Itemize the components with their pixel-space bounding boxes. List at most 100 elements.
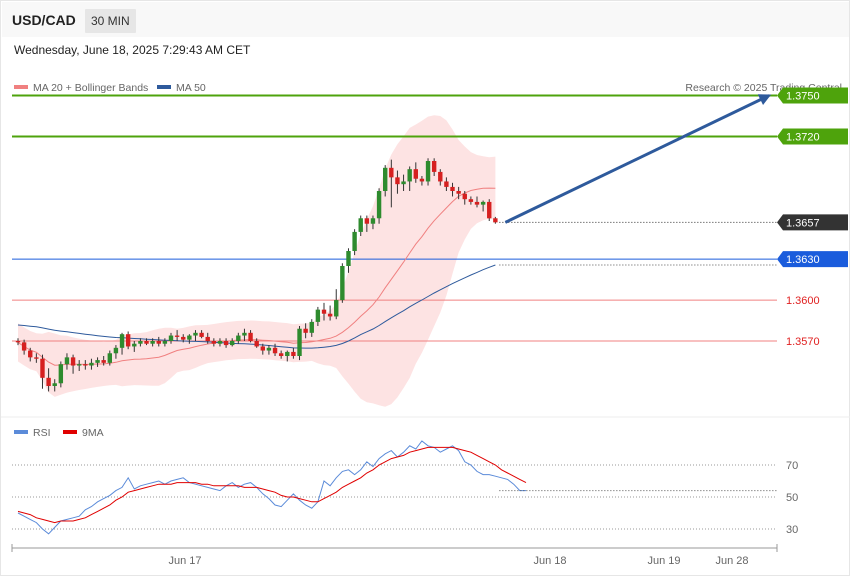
candle-body <box>223 341 229 346</box>
chart-header: USD/CAD 30 MIN <box>2 2 849 37</box>
level-tag: 1.3630 <box>777 251 848 268</box>
candle-body <box>95 360 100 363</box>
rsi-ma9-line <box>17 446 527 524</box>
candle <box>230 338 235 347</box>
candle-body <box>462 193 467 200</box>
candle-body <box>193 332 198 336</box>
candle-body <box>119 334 125 348</box>
candle <box>285 350 290 362</box>
candle <box>168 332 174 344</box>
candle <box>297 326 302 361</box>
candle <box>21 339 27 355</box>
level-label: 1.3600 <box>786 295 820 307</box>
level-tag: 1.3750 <box>777 87 848 104</box>
candle <box>389 159 394 208</box>
rsi-tick-label: 70 <box>786 460 798 472</box>
candle-body <box>28 350 33 358</box>
candle <box>58 361 64 388</box>
candle-body <box>101 360 106 363</box>
rsi-line <box>17 440 526 535</box>
candle <box>260 343 265 355</box>
candle <box>242 328 247 341</box>
candle <box>303 323 308 339</box>
candle-body <box>77 364 82 366</box>
candle <box>266 345 272 355</box>
candle-body <box>334 300 339 317</box>
x-axis-label: Jun 19 <box>647 555 680 567</box>
candle <box>450 182 455 197</box>
candle-body <box>389 167 394 178</box>
forecast-arrow <box>504 94 772 224</box>
candle <box>101 356 106 366</box>
candle <box>419 176 425 186</box>
candle <box>107 350 112 366</box>
candle-body <box>156 341 161 344</box>
candle-body <box>395 177 400 185</box>
candle <box>462 191 467 205</box>
ma9-legend-swatch <box>63 430 77 434</box>
rsi-tick-label: 30 <box>786 524 798 536</box>
level-label: 1.3750 <box>786 91 820 103</box>
candle <box>327 305 333 321</box>
candle <box>395 170 400 194</box>
ma20-legend-label: MA 20 + Bollinger Bands <box>33 82 148 94</box>
candle <box>315 306 321 326</box>
candle-body <box>21 342 27 351</box>
bollinger-band-area <box>18 115 496 407</box>
candle-body <box>297 328 302 356</box>
ma9-legend-label: 9MA <box>82 427 104 439</box>
candle-body <box>46 377 51 386</box>
candle-body <box>83 364 88 366</box>
candle-body <box>431 161 437 172</box>
candlesticks <box>15 158 498 392</box>
candle <box>438 169 443 186</box>
candle-body <box>199 332 204 337</box>
candle-body <box>64 357 70 365</box>
candle <box>34 353 39 363</box>
candle-body <box>327 313 333 317</box>
candle <box>83 360 88 370</box>
x-axis-label: Jun 28 <box>715 555 748 567</box>
candle <box>334 289 339 320</box>
candle-body <box>285 351 290 356</box>
candle <box>89 358 94 370</box>
candle-body <box>370 218 376 224</box>
candle-body <box>248 332 253 341</box>
candle-body <box>162 341 168 344</box>
candle <box>64 353 70 370</box>
candle <box>291 347 296 359</box>
candle-body <box>70 357 76 366</box>
candle <box>15 338 21 346</box>
candle-body <box>419 178 425 182</box>
candle <box>413 162 418 183</box>
candle-body <box>168 335 174 341</box>
candle <box>493 216 498 224</box>
candle-body <box>113 347 119 354</box>
interval-button[interactable]: 30 MIN <box>85 9 136 33</box>
candle-body <box>52 383 57 386</box>
rsi-tick-label: 50 <box>786 492 798 504</box>
rsi-legend-swatch <box>14 430 28 434</box>
candle <box>52 379 57 392</box>
candle-body <box>34 357 39 359</box>
candle <box>456 186 461 200</box>
level-tag-bg <box>777 87 848 104</box>
level-label: 1.3570 <box>786 336 820 348</box>
candle-body <box>107 353 112 363</box>
candle <box>358 215 363 236</box>
candle <box>181 334 186 343</box>
x-axis-label: Jun 18 <box>533 555 566 567</box>
candle <box>138 338 143 347</box>
candle <box>113 345 119 359</box>
candle <box>278 350 284 359</box>
candle <box>119 332 125 355</box>
candle <box>444 177 449 191</box>
candle-body <box>205 336 210 341</box>
candle-body <box>321 309 327 314</box>
candle <box>40 354 45 389</box>
candle <box>211 338 217 347</box>
candle-body <box>278 353 284 356</box>
candle-body <box>211 341 217 344</box>
candle-body <box>125 334 131 347</box>
candle-body <box>303 328 308 333</box>
